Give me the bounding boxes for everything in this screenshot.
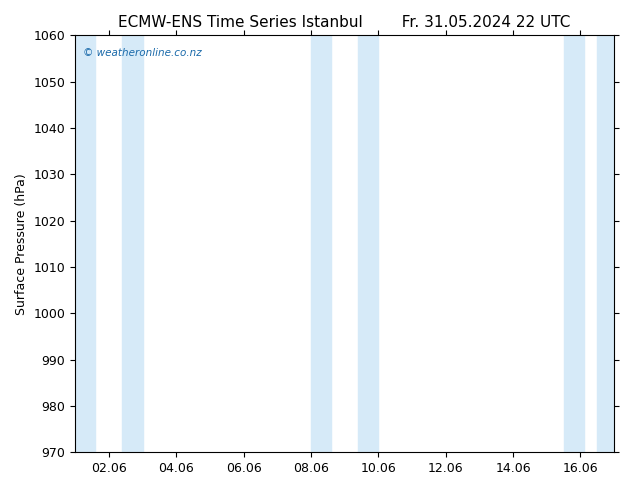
Y-axis label: Surface Pressure (hPa): Surface Pressure (hPa) (15, 173, 28, 315)
Bar (358, 35, 378, 452)
Bar (564, 35, 584, 452)
Bar (597, 35, 614, 452)
Bar (311, 35, 331, 452)
Bar (75, 35, 95, 452)
Title: ECMW-ENS Time Series Istanbul        Fr. 31.05.2024 22 UTC: ECMW-ENS Time Series Istanbul Fr. 31.05.… (119, 15, 571, 30)
Text: © weatheronline.co.nz: © weatheronline.co.nz (83, 48, 202, 58)
Bar (122, 35, 143, 452)
